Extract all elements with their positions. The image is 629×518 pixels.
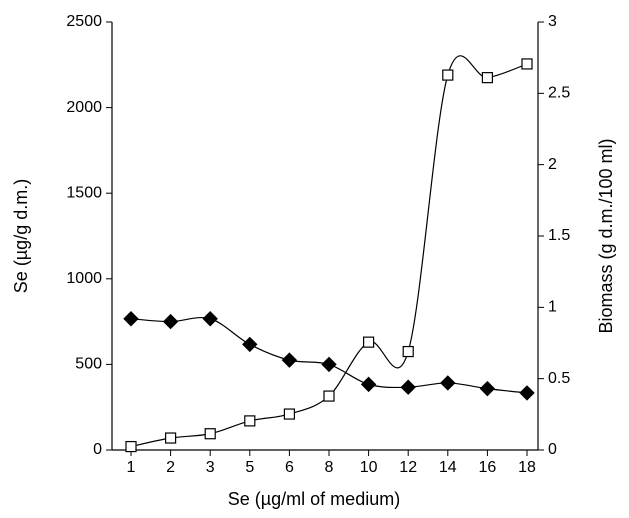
diamond-marker <box>479 380 496 397</box>
square-marker <box>204 428 216 440</box>
diamond-marker <box>123 311 139 327</box>
y2-tick-label: 1.5 <box>548 227 570 244</box>
x-tick-label: 5 <box>245 459 254 476</box>
square-marker <box>125 440 137 453</box>
diamond-marker <box>440 375 456 391</box>
square-marker <box>283 408 295 420</box>
y2-tick-label: 0.5 <box>548 370 570 387</box>
diamond-marker <box>242 336 258 353</box>
square-marker <box>481 72 493 84</box>
square-marker <box>323 390 335 402</box>
x-axis-title: Se (µg/ml of medium) <box>228 489 400 509</box>
square-marker <box>165 432 177 444</box>
x-tick-label: 6 <box>285 459 294 476</box>
square-marker <box>244 415 256 427</box>
square-marker <box>442 69 454 81</box>
x-tick-label: 1 <box>127 459 136 476</box>
series-line <box>130 316 528 394</box>
y-tick-label: 0 <box>93 441 102 458</box>
y2-axis-title: Biomass (g d.m./100 ml) <box>596 138 616 333</box>
x-tick-label: 14 <box>439 459 457 476</box>
square-marker <box>363 336 375 348</box>
x-tick-label: 10 <box>360 459 378 476</box>
y-tick-label: 2000 <box>66 99 102 116</box>
y2-tick-label: 2 <box>548 156 557 173</box>
y-tick-label: 500 <box>75 356 102 373</box>
y-tick-label: 2500 <box>66 13 102 30</box>
x-tick-label: 16 <box>479 459 497 476</box>
y2-tick-label: 0 <box>548 441 557 458</box>
diamond-marker <box>281 352 298 368</box>
y-tick-label: 1000 <box>66 270 102 287</box>
y2-tick-label: 3 <box>548 13 557 30</box>
x-tick-label: 12 <box>399 459 417 476</box>
diamond-marker <box>162 313 179 330</box>
diamond-marker <box>360 376 377 393</box>
x-tick-label: 8 <box>325 459 334 476</box>
x-tick-label: 3 <box>206 459 215 476</box>
y-tick-label: 1500 <box>66 184 102 201</box>
diamond-marker <box>321 356 337 373</box>
square-marker <box>521 58 533 70</box>
series-line <box>130 55 528 448</box>
square-marker <box>402 345 414 358</box>
y2-tick-label: 1 <box>548 299 557 316</box>
diamond-marker <box>400 379 416 395</box>
x-tick-label: 18 <box>518 459 536 476</box>
diamond-marker <box>202 311 218 327</box>
y-axis-title: Se (µg/g d.m.) <box>11 179 31 293</box>
y2-tick-label: 2.5 <box>548 85 570 102</box>
diamond-marker <box>519 385 535 401</box>
x-tick-label: 2 <box>166 459 175 476</box>
